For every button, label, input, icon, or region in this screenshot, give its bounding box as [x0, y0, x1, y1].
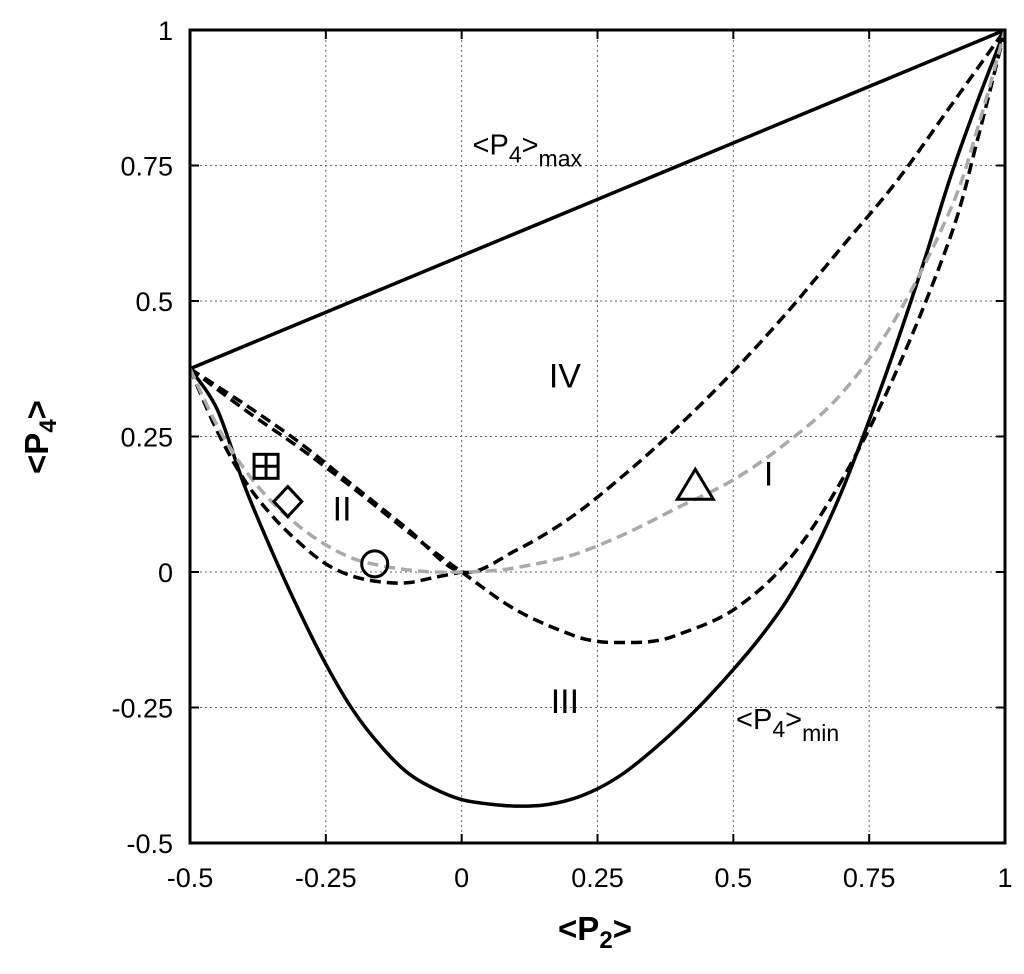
y-tick-label: -0.5 [126, 829, 173, 859]
marker-diamond [271, 484, 304, 519]
region-label: I [764, 455, 773, 493]
y-tick-label: 0.5 [135, 287, 173, 317]
markers [252, 452, 716, 579]
marker-circle [360, 549, 390, 579]
y-tick-label: 0.75 [120, 152, 173, 182]
series-line-4 [188, 368, 463, 585]
y-tick-label: 0 [158, 558, 173, 588]
y-tick-label: -0.25 [111, 694, 173, 724]
x-tick-label: 0 [454, 863, 469, 893]
series-line-2 [188, 29, 1007, 808]
series-layer [188, 28, 1007, 808]
x-tick-label: 0.25 [571, 863, 624, 893]
y-tick-label: 1 [158, 16, 173, 46]
curve-label-max: <P4>max [473, 130, 583, 172]
x-axis-label-sub: 2 [599, 927, 612, 954]
series-line-1 [189, 28, 1006, 371]
y-axis-label-sub: 4 [35, 419, 62, 433]
x-tick-label: 0.75 [843, 863, 896, 893]
marker-triangle [674, 466, 716, 501]
region-label: IV [549, 358, 581, 396]
y-tick-label: 0.25 [120, 423, 173, 453]
series-line-5 [188, 29, 1007, 645]
region-label: II [333, 491, 352, 529]
y-axis-label: <P4> [18, 400, 62, 474]
region-label: III [551, 683, 579, 721]
grid [190, 30, 1005, 843]
x-tick-label: 0.5 [715, 863, 753, 893]
series-line-3 [189, 28, 1007, 575]
x-tick-label: 1 [997, 863, 1012, 893]
x-tick-label: -0.25 [295, 863, 357, 893]
ticks: -0.5 -0.25 0 0.25 0.5 0.75 1 -0.5 -0.25 0 0.25 0.5 0… [111, 16, 1012, 893]
series-line-6 [188, 29, 1007, 574]
x-axis-label: <P2> [558, 910, 632, 954]
curve-label-min: <P4>min [736, 704, 839, 746]
x-tick-label: -0.5 [167, 863, 214, 893]
